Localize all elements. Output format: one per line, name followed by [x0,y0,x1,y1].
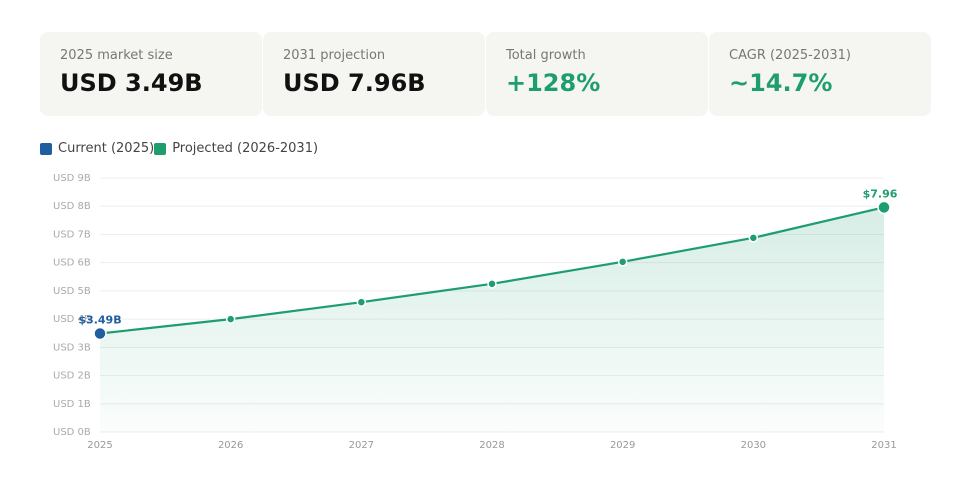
card-value: ~14.7% [729,69,833,97]
y-tick-label: USD 3B [53,342,91,353]
area [100,207,884,432]
stat-card: 2031 projection USD 7.96B [263,32,485,116]
x-tick-label: 2026 [218,440,243,451]
card-value: USD 3.49B [60,69,203,97]
x-tick-label: 2027 [349,440,374,451]
card-label: 2031 projection [283,48,386,63]
point [93,326,107,341]
x-tick-label: 2030 [741,440,766,451]
point [356,297,367,307]
y-tick-label: USD 4B [53,314,91,325]
stat-card: 2025 market size USD 3.49B [40,32,262,116]
point [877,200,891,215]
x-tick-label: 2029 [610,440,635,451]
point [487,279,497,289]
y-tick-label: USD 9B [53,173,91,184]
legend: Current (2025) Projected (2026-2031) [40,141,318,156]
card-label: Total growth [506,48,586,63]
legend-label: Current (2025) [58,141,155,156]
stat-card: Total growth +128% [486,32,708,116]
card-label: CAGR (2025-2031) [729,48,851,63]
legend-swatch [154,142,167,155]
data-label: $7.96 [863,187,898,200]
y-tick-label: USD 6B [53,258,91,269]
card-label: 2025 market size [60,48,173,63]
x-tick-label: 2031 [871,440,896,451]
legend-swatch [40,142,52,155]
legend-label: Projected (2026-2031) [172,141,319,156]
point [225,314,236,324]
y-tick-label: USD 8B [53,201,91,212]
data-label: $3.49B [78,314,121,327]
x-tick-label: 2025 [87,440,112,451]
y-tick-label: USD 2B [53,371,91,382]
stat-card: CAGR (2025-2031) ~14.7% [709,32,931,116]
x-tick-label: 2028 [479,440,504,451]
y-tick-label: USD 1B [53,399,91,410]
card-value: +128% [506,69,601,97]
card-value: USD 7.96B [283,69,426,97]
y-tick-label: USD 7B [53,229,91,240]
point [617,257,628,267]
y-tick-label: USD 0B [53,427,91,438]
y-tick-label: USD 5B [53,286,91,297]
point [748,233,759,243]
